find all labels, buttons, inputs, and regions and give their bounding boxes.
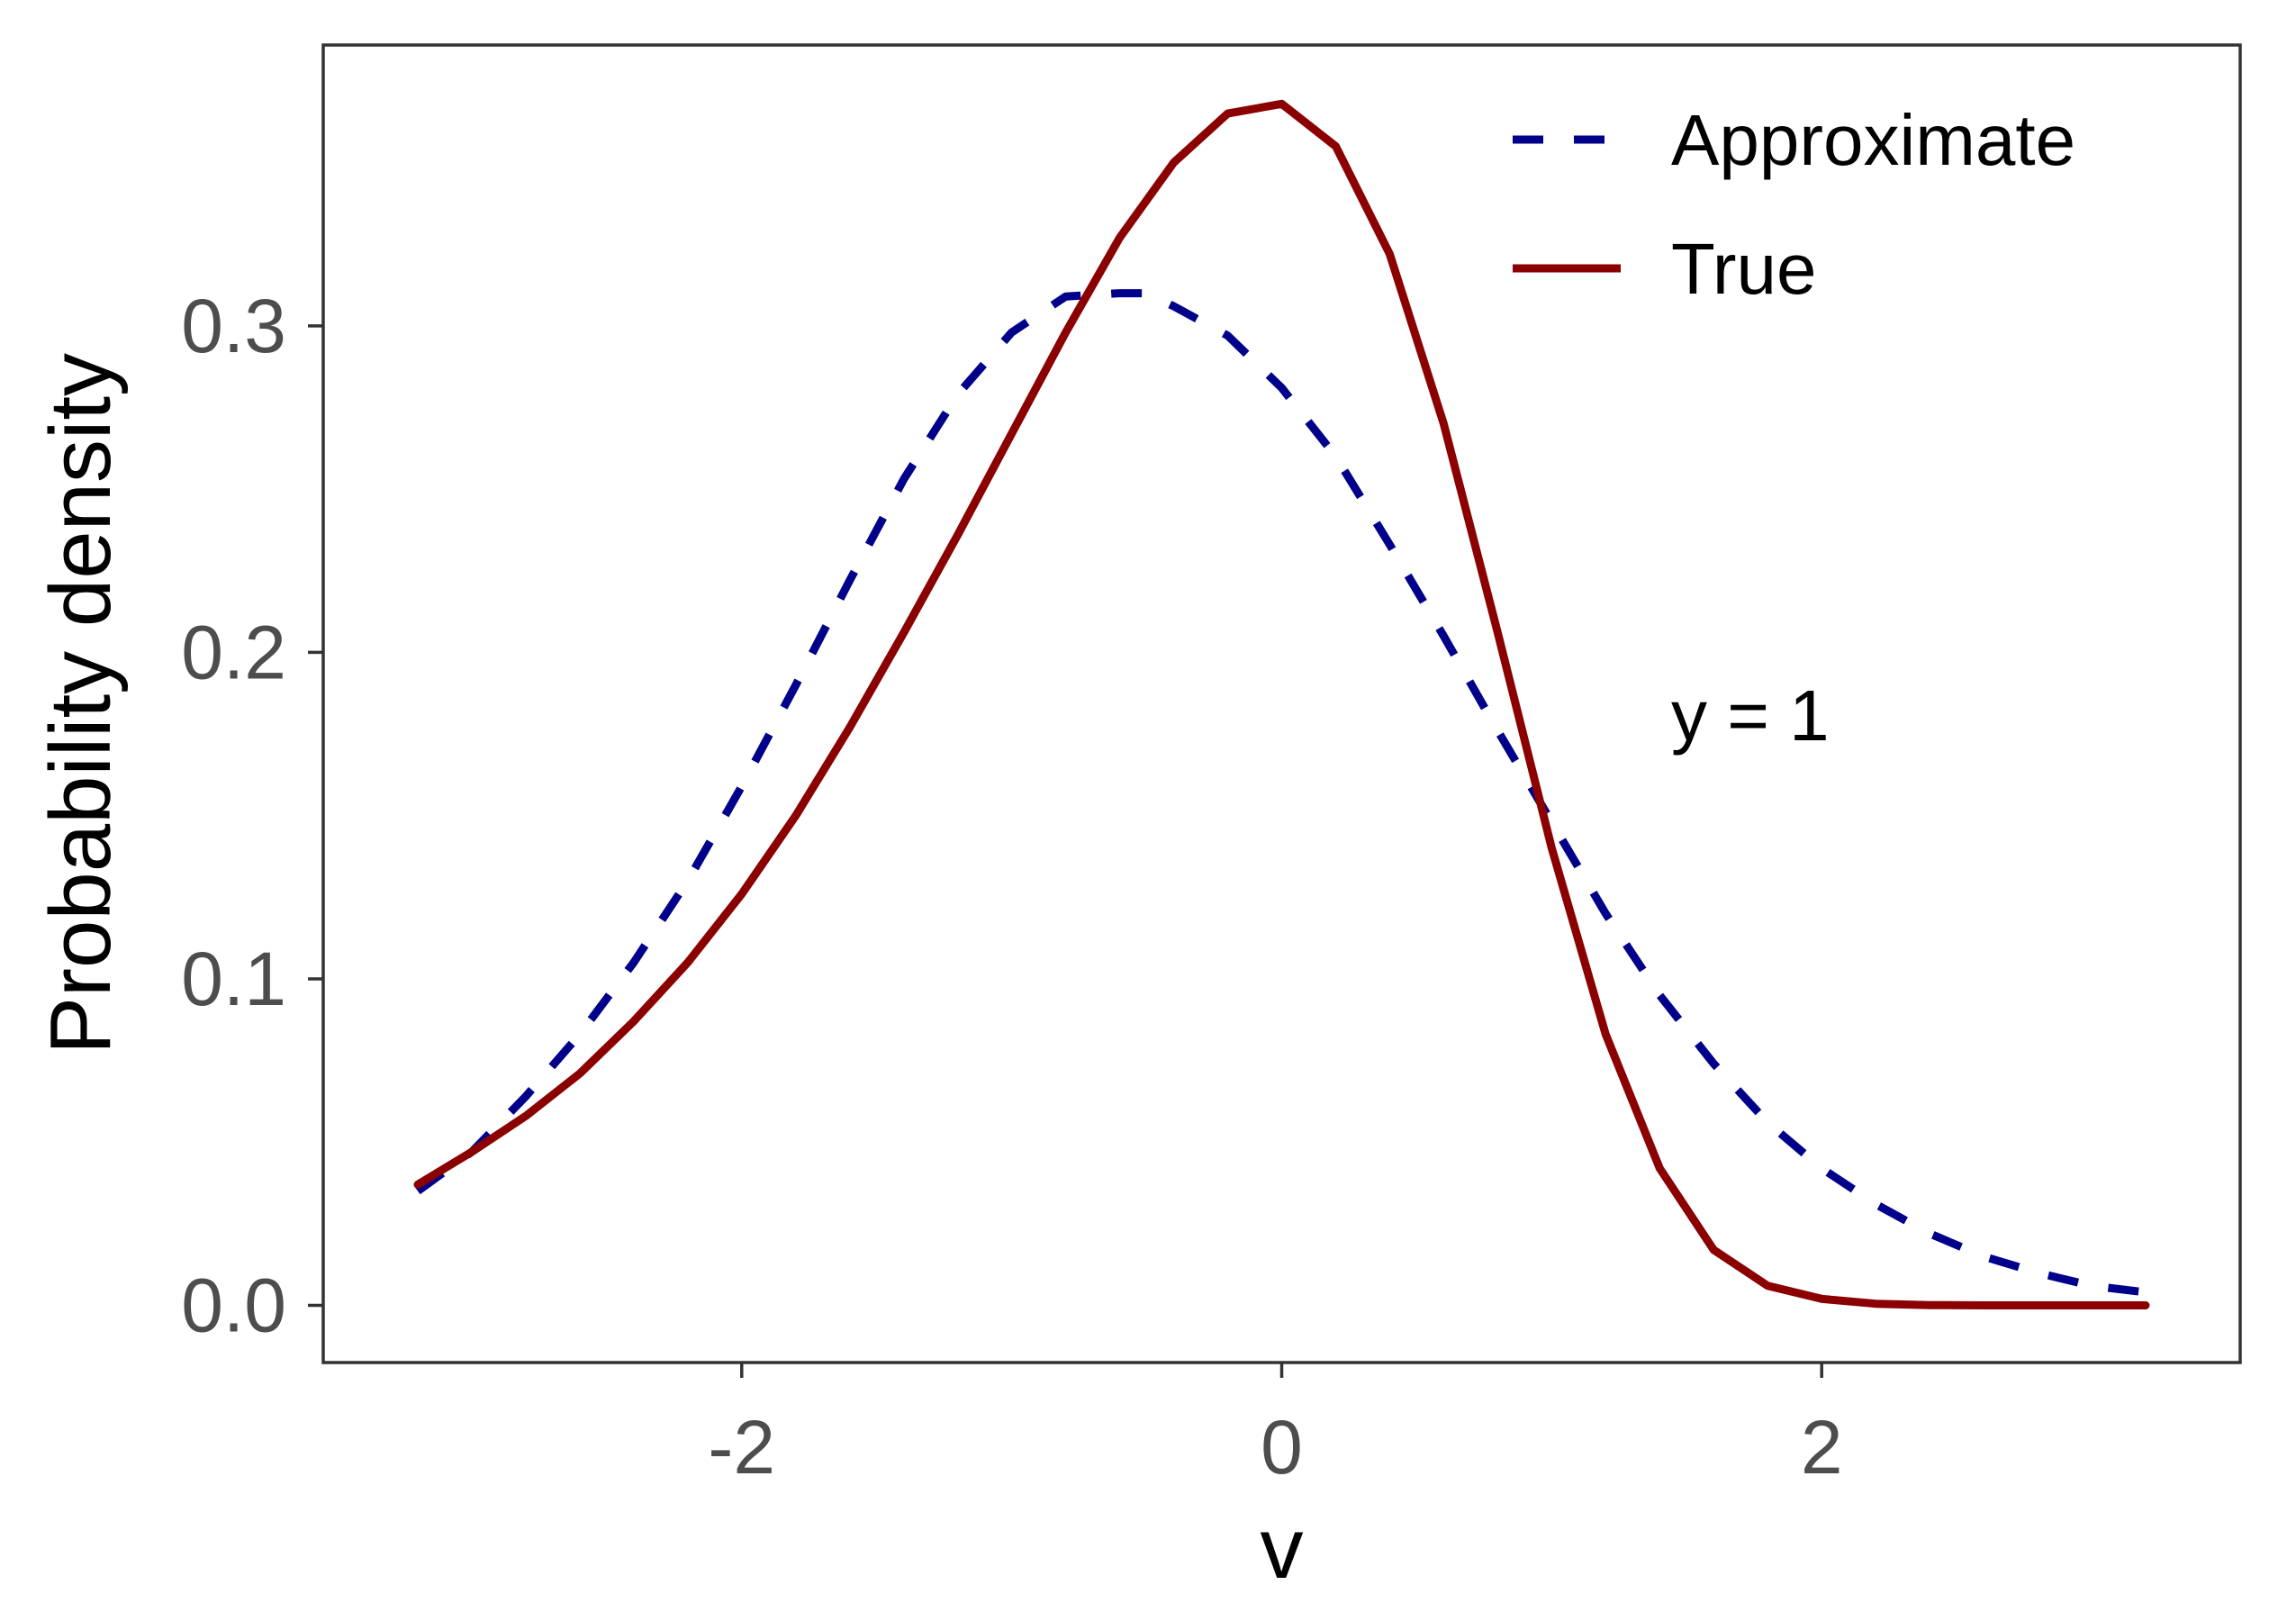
y-axis-title: Probability density <box>32 353 129 1055</box>
series-line-true <box>413 99 2150 1309</box>
legend-label-true: True <box>1671 229 1817 309</box>
x-axis-title: v <box>1261 1500 1304 1597</box>
plot-area-group <box>413 99 2150 1309</box>
x-tick-label: 2 <box>1801 1405 1843 1490</box>
series-line-approximate <box>415 289 2147 1297</box>
y-tick-label: 0.2 <box>181 610 286 694</box>
annotation-label: y = 1 <box>1671 675 1830 756</box>
axes-group: -2 0 2 0.0 0.1 0.2 0.3 <box>181 43 2242 1490</box>
y-tick-label: 0.1 <box>181 937 286 1021</box>
x-tick-label: -2 <box>708 1405 775 1490</box>
y-tick-label: 0.0 <box>181 1263 286 1348</box>
legend-label-approximate: Approximate <box>1671 100 2075 180</box>
x-tick-label: 0 <box>1261 1405 1303 1490</box>
plot-panel-border <box>321 43 2242 1364</box>
legend: Approximate True <box>1513 100 2075 309</box>
y-tick-label: 0.3 <box>181 284 286 368</box>
